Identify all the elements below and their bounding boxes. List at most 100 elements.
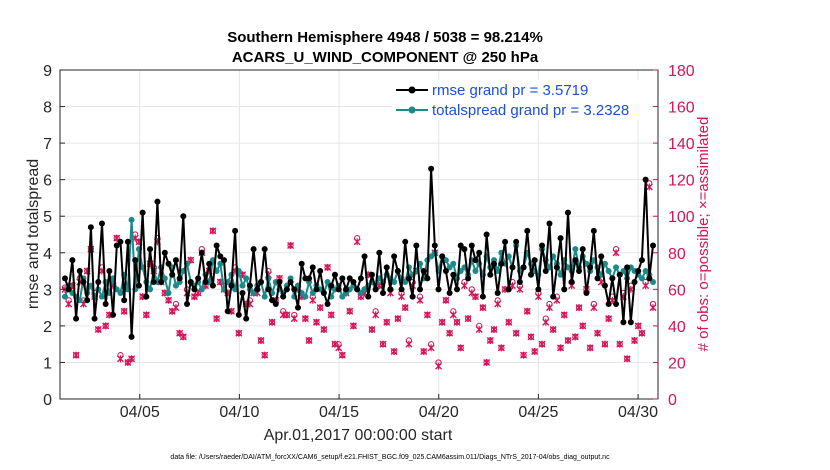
series-0-point bbox=[487, 271, 494, 278]
series-0-point bbox=[568, 279, 575, 286]
obs-assimilated-point bbox=[172, 304, 180, 312]
series-0-point bbox=[313, 286, 320, 293]
series-0-point bbox=[195, 275, 202, 282]
series-0-point bbox=[80, 279, 87, 286]
series-0-point bbox=[95, 279, 102, 286]
series-0-point bbox=[535, 286, 542, 293]
series-0-point bbox=[320, 289, 327, 296]
series-0-point bbox=[217, 253, 224, 260]
series-0-point bbox=[87, 224, 94, 231]
obs-assimilated-point bbox=[94, 326, 102, 334]
series-0-point bbox=[176, 275, 183, 282]
series-0-point bbox=[91, 315, 98, 322]
obs-assimilated-point bbox=[309, 296, 317, 304]
series-0-point bbox=[642, 176, 649, 183]
series-0-point bbox=[572, 257, 579, 264]
obs-assimilated-point bbox=[416, 296, 424, 304]
obs-markers bbox=[61, 180, 657, 370]
series-0-point bbox=[124, 238, 131, 245]
obs-assimilated-point bbox=[472, 293, 479, 301]
series-1-point bbox=[391, 279, 398, 286]
xtick-label-04/30: 04/30 bbox=[618, 404, 658, 421]
series-0-point bbox=[169, 271, 176, 278]
x-axis-ticks: 04/05 04/10 04/15 04/20 04/25 04/30 bbox=[120, 394, 658, 421]
series-0-point bbox=[442, 268, 449, 275]
obs-assimilated-point bbox=[575, 304, 583, 312]
obs-assimilated-point bbox=[390, 347, 398, 355]
series-0-point bbox=[601, 282, 608, 289]
series-0-point bbox=[616, 271, 623, 278]
series-0-point bbox=[450, 271, 457, 278]
obs-assimilated-point bbox=[560, 311, 568, 319]
obs-assimilated-point bbox=[268, 318, 276, 326]
series-0-point bbox=[328, 282, 335, 289]
series-0-point bbox=[409, 293, 416, 300]
obs-assimilated-point bbox=[398, 293, 406, 301]
series-0-point bbox=[631, 279, 638, 286]
obs-assimilated-point bbox=[290, 315, 298, 323]
obs-assimilated-point bbox=[324, 263, 332, 271]
series-lines bbox=[61, 165, 657, 340]
series-1-point bbox=[165, 289, 172, 296]
obs-assimilated-point bbox=[120, 307, 128, 315]
series-0-point bbox=[150, 279, 157, 286]
obs-assimilated-point bbox=[179, 333, 187, 341]
series-1-point bbox=[243, 275, 250, 282]
series-0-point bbox=[609, 275, 616, 282]
series-0-point bbox=[590, 227, 597, 234]
obs-assimilated-point bbox=[72, 351, 80, 359]
series-1-point bbox=[302, 293, 309, 300]
series-0-point bbox=[509, 264, 516, 271]
series-0-point bbox=[516, 279, 523, 286]
obs-assimilated-point bbox=[116, 355, 124, 363]
obs-assimilated-point bbox=[401, 304, 409, 312]
series-0-point bbox=[490, 260, 497, 267]
series-1-point bbox=[217, 260, 224, 267]
series-0-point bbox=[542, 268, 549, 275]
series-0-point bbox=[121, 297, 128, 304]
series-0-point bbox=[513, 238, 520, 245]
obs-assimilated-point bbox=[464, 315, 472, 323]
obs-assimilated-point bbox=[594, 329, 602, 337]
series-0-point bbox=[376, 249, 383, 256]
obs-assimilated-point bbox=[320, 326, 328, 334]
series-0-point bbox=[439, 253, 446, 260]
series-0-point bbox=[402, 238, 409, 245]
series-0-point bbox=[624, 264, 631, 271]
series-1-point bbox=[324, 279, 331, 286]
x-axis-label: Apr.01,2017 00:00:00 start bbox=[264, 427, 453, 444]
y-axis-left-ticks: 0 1 2 3 4 5 6 7 8 9 bbox=[43, 63, 65, 409]
obs-assimilated-point bbox=[446, 329, 454, 337]
obs-assimilated-point bbox=[283, 311, 291, 319]
series-0-point bbox=[502, 238, 509, 245]
obs-assimilated-point bbox=[372, 311, 380, 319]
obs-assimilated-point bbox=[383, 318, 391, 326]
series-0-point bbox=[431, 242, 438, 249]
y-axis-right-label: # of obs: o=possible; ×=assimilated bbox=[695, 117, 712, 352]
series-0-point bbox=[368, 271, 375, 278]
series-0-point bbox=[398, 286, 405, 293]
series-0-point bbox=[117, 238, 124, 245]
y-axis-right-ticks: 0 20 40 60 80 100 120 140 160 180 bbox=[653, 63, 695, 409]
series-1-point bbox=[250, 289, 257, 296]
series-0-point bbox=[594, 275, 601, 282]
obs-assimilated-point bbox=[301, 315, 309, 323]
legend-marker-rmse bbox=[408, 86, 416, 94]
series-0-point bbox=[246, 282, 253, 289]
series-0-point bbox=[280, 293, 287, 300]
obs-assimilated-point bbox=[405, 340, 413, 348]
series-0-point bbox=[250, 246, 257, 253]
series-1-point bbox=[239, 282, 246, 289]
series-0-point bbox=[172, 257, 179, 264]
series-0-point bbox=[209, 282, 216, 289]
series-0-point bbox=[239, 289, 246, 296]
obs-assimilated-point bbox=[520, 351, 528, 359]
series-0-point bbox=[539, 242, 546, 249]
ytick-right-label-40: 40 bbox=[668, 319, 686, 336]
ytick-left-label-5: 5 bbox=[43, 209, 52, 226]
obs-assimilated-point bbox=[612, 249, 620, 257]
obs-assimilated-point bbox=[327, 311, 335, 319]
series-0-point bbox=[202, 279, 209, 286]
series-1-point bbox=[61, 293, 68, 300]
obs-assimilated-point bbox=[420, 347, 428, 355]
